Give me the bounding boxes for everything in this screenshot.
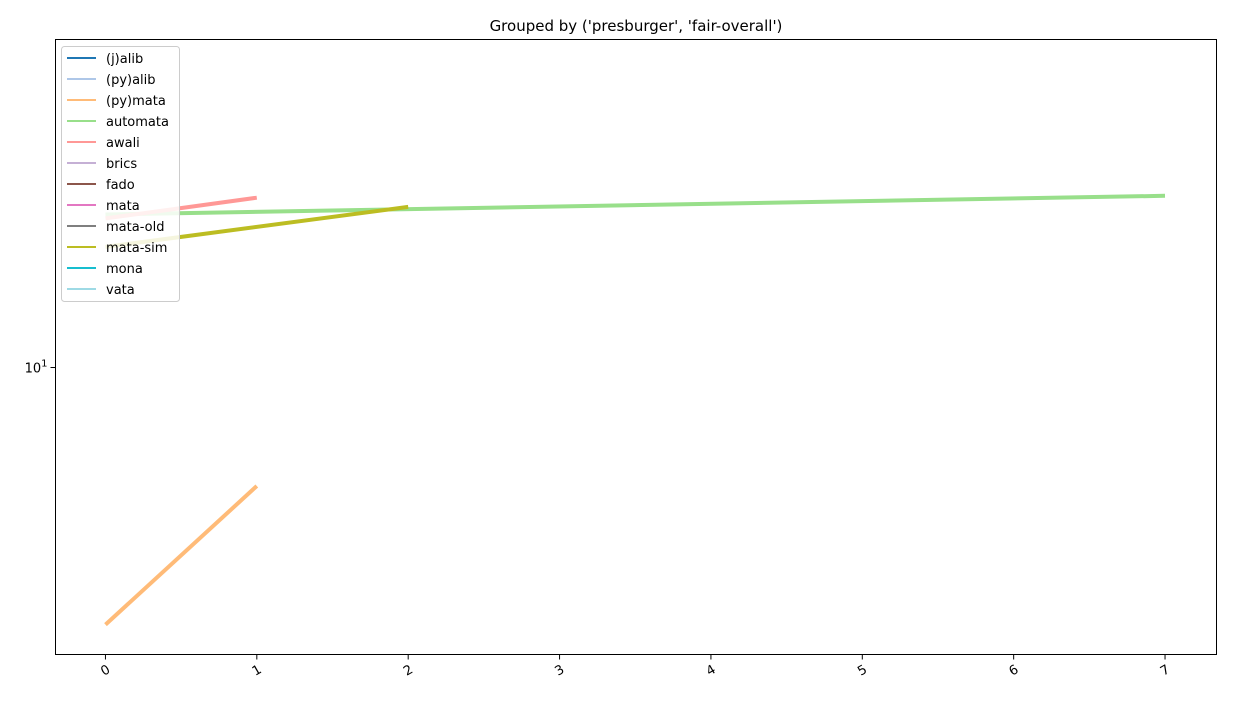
x-tick-label: 7	[1158, 662, 1173, 679]
legend-label: mona	[106, 262, 143, 277]
series-lines	[104, 193, 1166, 627]
x-tick-label: 4	[704, 662, 719, 679]
legend-label: mata-old	[106, 220, 164, 235]
legend-label: (py)mata	[106, 94, 166, 109]
legend-label: (py)alib	[106, 73, 156, 88]
chart-title: Grouped by ('presburger', 'fair-overall'…	[490, 17, 783, 35]
x-axis: 0 1 2 3 4 5 6 7	[98, 654, 1173, 679]
y-tick-label-base: 10	[25, 362, 42, 377]
legend-label: automata	[106, 115, 169, 130]
legend-label: brics	[106, 157, 137, 172]
x-tick-label: 6	[1007, 662, 1022, 679]
plot-frame	[55, 39, 1217, 655]
x-tick-label: 2	[401, 662, 416, 679]
x-tick-label: 3	[552, 662, 567, 679]
x-tick-label: 5	[855, 662, 870, 679]
series-line-3	[105, 193, 1166, 217]
y-tick-label: 101	[25, 359, 48, 377]
legend-label: vata	[106, 283, 135, 298]
legend-label: fado	[106, 178, 135, 193]
legend-label: mata-sim	[106, 241, 167, 256]
legend-label: awali	[106, 136, 140, 151]
y-axis: 101	[25, 359, 56, 377]
legend-label: (j)alib	[106, 52, 143, 67]
legend-box	[61, 46, 180, 302]
series-line-2	[104, 484, 259, 627]
x-tick-label: 0	[98, 662, 113, 679]
legend-label: mata	[106, 199, 140, 214]
x-tick-label: 1	[250, 662, 265, 679]
y-tick-label-exponent: 1	[41, 359, 47, 370]
legend: (j)alib (py)alib (py)mata automata awali bric…	[61, 46, 180, 302]
